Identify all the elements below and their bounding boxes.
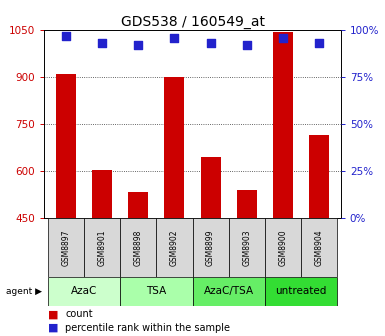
Text: ■: ■ [48, 323, 59, 333]
Text: AzaC/TSA: AzaC/TSA [204, 287, 254, 296]
Text: GSM8903: GSM8903 [242, 229, 251, 266]
Bar [273, 32, 293, 218]
Point [99, 41, 105, 46]
Text: untreated: untreated [275, 287, 326, 296]
Text: AzaC: AzaC [71, 287, 97, 296]
Text: count: count [65, 309, 93, 319]
Text: GSM8901: GSM8901 [98, 229, 107, 266]
Bar [309, 135, 329, 218]
Bar [237, 190, 257, 218]
Bar [128, 192, 148, 218]
Text: GSM8902: GSM8902 [170, 229, 179, 266]
Bar [192, 277, 265, 306]
Text: GSM8904: GSM8904 [315, 229, 323, 266]
Bar [192, 218, 229, 277]
Text: agent ▶: agent ▶ [6, 287, 42, 296]
Bar [201, 157, 221, 218]
Bar [164, 77, 184, 218]
Bar [229, 218, 265, 277]
Bar [48, 218, 84, 277]
Text: GSM8900: GSM8900 [278, 229, 287, 266]
Bar [156, 218, 192, 277]
Text: GSM8897: GSM8897 [62, 229, 70, 266]
Point [135, 43, 141, 48]
Title: GDS538 / 160549_at: GDS538 / 160549_at [121, 15, 264, 29]
Point [280, 35, 286, 40]
Text: TSA: TSA [146, 287, 166, 296]
Bar [120, 277, 192, 306]
Text: ■: ■ [48, 309, 59, 319]
Text: GSM8898: GSM8898 [134, 229, 143, 266]
Bar [48, 277, 120, 306]
Text: percentile rank within the sample: percentile rank within the sample [65, 323, 231, 333]
Bar [56, 74, 76, 218]
Bar [92, 170, 112, 218]
Bar [265, 277, 337, 306]
Bar [120, 218, 156, 277]
Point [208, 41, 214, 46]
Bar [301, 218, 337, 277]
Bar [84, 218, 120, 277]
Bar [265, 218, 301, 277]
Point [244, 43, 250, 48]
Text: GSM8899: GSM8899 [206, 229, 215, 266]
Point [316, 41, 322, 46]
Point [171, 35, 177, 40]
Point [63, 33, 69, 39]
